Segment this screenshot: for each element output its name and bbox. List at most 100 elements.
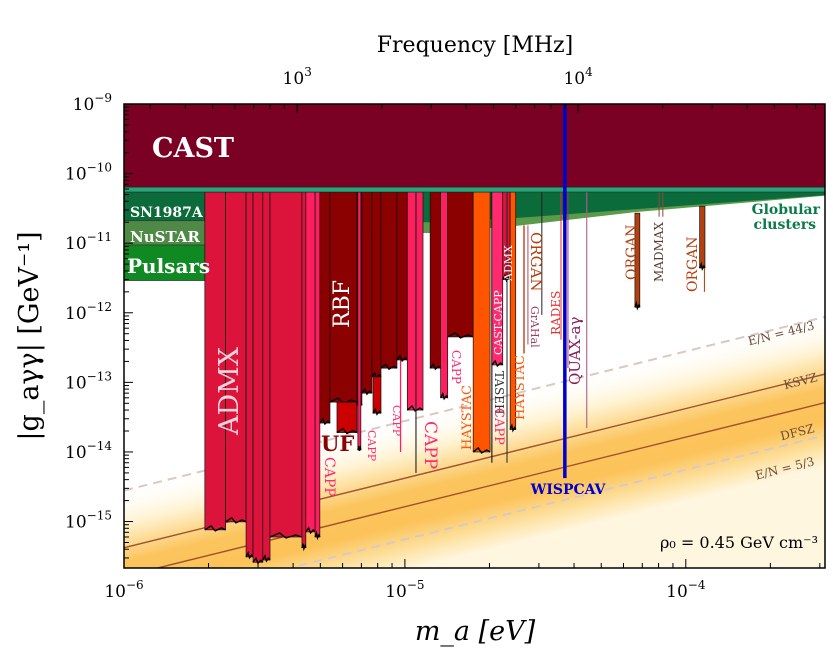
cast-label: CAST: [152, 133, 234, 164]
noisy-limit-edge: [447, 332, 474, 339]
top-x-tick-label: 103: [283, 65, 312, 89]
exclusion-bar-madmax: [662, 191, 664, 217]
noisy-limit-edge: [491, 359, 504, 368]
exclusion-bar-rbf: [396, 191, 408, 361]
cast-region: [124, 104, 825, 188]
y-tick-label: 10−9: [73, 91, 112, 115]
horizontal-branch-strip: [124, 186, 825, 193]
exclusion-bar-capp: [440, 191, 449, 399]
exclusion-bar-uf: [372, 376, 382, 414]
noisy-limit-edge: [314, 530, 321, 541]
top-x-axis-label: Frequency [MHz]: [377, 33, 573, 58]
exclusion-bar-organ: [523, 225, 525, 354]
noisy-limit-edge: [204, 524, 226, 532]
experiment-label-admx: ADMX: [214, 346, 245, 436]
model-line-dfsz: [154, 401, 825, 568]
dark-matter-density-annotation: ρ₀ = 0.45 GeV cm⁻³: [660, 533, 818, 552]
exclusion-bar-admx: [269, 191, 303, 538]
x-tick-label: 10−5: [385, 578, 424, 602]
exclusion-bar-uf: [336, 401, 358, 433]
exclusion-bar-rades: [560, 191, 562, 340]
exclusion-bar-madmax: [658, 191, 660, 217]
noisy-limit-edge: [396, 354, 408, 363]
exclusion-bar-quax-a-: [586, 191, 588, 429]
exclusion-bar-haystac: [472, 191, 491, 453]
noisy-limit-edge: [269, 532, 303, 539]
exclusion-bar-rbf: [429, 191, 441, 369]
exclusion-bar-quax-a-: [567, 191, 569, 369]
noisy-limit-edge: [502, 273, 511, 283]
experiment-label-haystac: HAYSTAC: [513, 355, 528, 420]
experiment-label-haystac: HAYSTAC: [460, 385, 475, 450]
experiment-label-quax-a-: QUAX-aγ: [566, 317, 584, 385]
x-tick-label: 10−4: [666, 578, 706, 602]
pulsars-label: Pulsars: [127, 254, 210, 278]
exclusion-bar-admx: [262, 191, 271, 561]
noisy-limit-edge: [634, 300, 641, 311]
experiment-label-rades: RADES: [549, 291, 563, 335]
top-x-tick-label: 104: [563, 65, 593, 89]
plot-frame: [123, 103, 826, 569]
exclusion-bar-rbf: [319, 191, 331, 424]
experiment-label-organ: ORGAN: [624, 224, 640, 280]
experiment-label-organ: ORGAN: [527, 232, 545, 292]
noisy-limit-edge: [357, 445, 362, 452]
y-tick-label: 10−14: [65, 439, 112, 463]
noisy-limit-edge: [406, 404, 424, 413]
sn1987a-label: SN1987A: [130, 205, 204, 221]
noisy-limit-edge: [262, 554, 271, 563]
y-axis-label: |g_aγγ| [GeV⁻¹]: [14, 231, 45, 440]
noisy-limit-edge: [301, 543, 307, 552]
y-tick-label: 10−13: [65, 369, 112, 393]
nustar-label: NuSTAR: [130, 228, 200, 246]
experiment-label-taseh: TASEH: [492, 371, 506, 414]
wispcav-label: WISPCAV: [530, 482, 607, 498]
exclusion-bar-capp: [506, 191, 508, 463]
experiment-label-capp: CAPP: [491, 408, 506, 445]
exclusion-bar-admx: [245, 191, 254, 558]
exclusion-bar-admx: [301, 191, 307, 549]
noisy-limit-edge: [372, 407, 382, 416]
noisy-limit-edge: [319, 417, 331, 426]
experiment-label-organ: ORGAN: [685, 236, 701, 292]
y-tick-label: 10−10: [65, 161, 112, 185]
experiment-label-capp: CAPP: [449, 350, 463, 384]
exclusion-bar-capp: [406, 191, 424, 411]
noisy-limit-edge: [439, 391, 449, 401]
exclusion-bar-other: [541, 191, 543, 315]
noisy-limit-edge: [245, 551, 254, 560]
noisy-limit-edge: [472, 446, 491, 454]
exclusion-bar-rbf: [371, 191, 382, 378]
noisy-limit-edge: [698, 261, 706, 272]
noisy-limit-edge: [509, 423, 517, 433]
globular-clusters-label: clusters: [753, 217, 816, 233]
noisy-limit-edge: [429, 362, 442, 371]
exclusion-bar-capp: [314, 191, 321, 538]
experiment-label-capp: CAPP: [390, 405, 403, 437]
experiment-label-rbf: RBF: [330, 280, 355, 328]
exclusion-bar-capp: [415, 191, 417, 473]
globular-clusters-label: Globular: [752, 202, 821, 218]
x-tick-label: 10−6: [104, 578, 143, 602]
experiment-label-admx: ADMX: [502, 245, 515, 282]
noisy-limit-edge: [225, 516, 247, 524]
noisy-limit-edge: [336, 427, 358, 435]
experiment-label-uf: UF: [321, 431, 354, 456]
exclusion-bar-rbf: [380, 191, 398, 369]
x-axis-label: m_a [eV]: [415, 616, 536, 647]
y-tick-label: 10−15: [65, 509, 112, 533]
experiment-label-capp: CAPP: [321, 457, 337, 497]
noisy-limit-edge: [361, 387, 373, 396]
experiment-label-capp: CAPP: [420, 421, 440, 469]
noisy-limit-edge: [380, 363, 398, 371]
exclusion-bar-capp: [357, 191, 362, 451]
exclusion-bar-organ: [703, 267, 705, 292]
exclusion-bar-rbf: [447, 191, 474, 338]
exclusion-bar-rbf: [361, 191, 373, 394]
noisy-limit-edge: [305, 526, 316, 535]
experiment-label-madmax: MADMAX: [652, 221, 666, 282]
experiment-label-cast-capp: CAST-CAPP: [492, 290, 505, 355]
y-tick-label: 10−12: [65, 300, 112, 324]
exclusion-bar-admx: [252, 191, 264, 563]
